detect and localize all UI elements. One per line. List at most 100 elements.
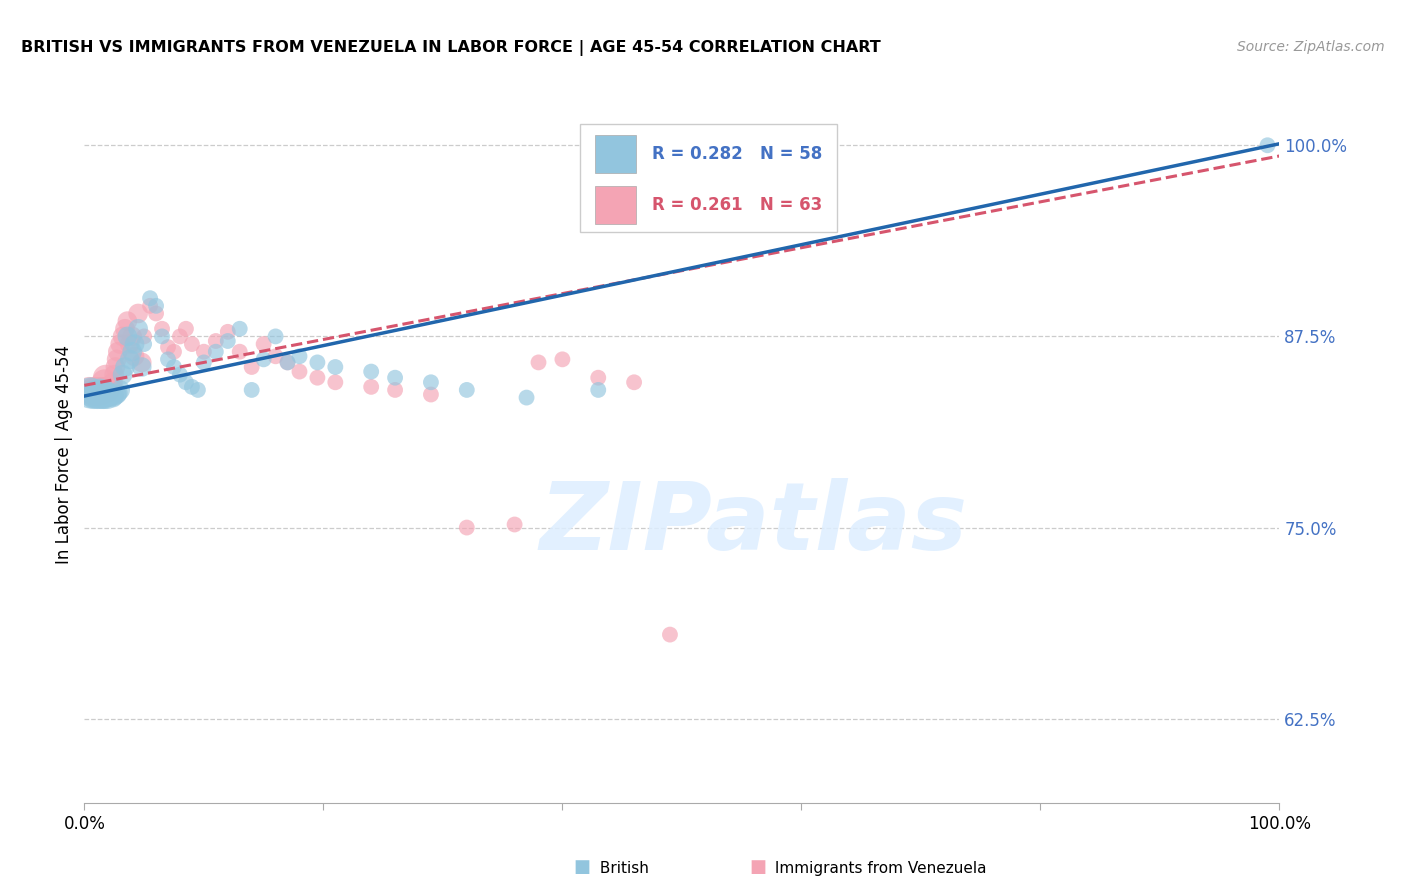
Point bbox=[83, 389, 105, 403]
Point bbox=[93, 386, 115, 401]
Text: Source: ZipAtlas.com: Source: ZipAtlas.com bbox=[1237, 40, 1385, 54]
Point bbox=[82, 386, 104, 401]
Point bbox=[105, 352, 128, 367]
Text: ■: ■ bbox=[574, 858, 591, 876]
Point bbox=[264, 349, 287, 363]
Point bbox=[77, 383, 100, 397]
Point bbox=[1257, 138, 1279, 153]
Point bbox=[253, 352, 276, 367]
Point bbox=[240, 383, 263, 397]
Point bbox=[94, 387, 117, 401]
Point bbox=[277, 355, 299, 369]
Point bbox=[86, 389, 108, 403]
Point bbox=[169, 368, 191, 382]
Point bbox=[105, 387, 128, 401]
Point bbox=[181, 380, 204, 394]
Point bbox=[420, 387, 443, 401]
Point bbox=[139, 291, 162, 305]
Point bbox=[90, 389, 112, 403]
Point bbox=[145, 299, 167, 313]
Text: R = 0.261   N = 63: R = 0.261 N = 63 bbox=[652, 196, 823, 214]
Point bbox=[93, 389, 115, 403]
Point bbox=[205, 344, 228, 359]
FancyBboxPatch shape bbox=[581, 124, 838, 232]
Point bbox=[117, 329, 139, 343]
Point bbox=[111, 368, 134, 382]
FancyBboxPatch shape bbox=[595, 135, 637, 173]
Point bbox=[551, 352, 574, 367]
Point bbox=[384, 383, 406, 397]
Point bbox=[96, 383, 118, 397]
Point bbox=[456, 383, 478, 397]
Point bbox=[139, 299, 162, 313]
Point bbox=[193, 344, 215, 359]
Point bbox=[217, 334, 239, 348]
Point bbox=[588, 383, 610, 397]
Point bbox=[187, 383, 209, 397]
Point bbox=[240, 359, 263, 374]
Text: ■: ■ bbox=[749, 858, 766, 876]
Point bbox=[503, 517, 526, 532]
Point bbox=[97, 386, 120, 401]
Point bbox=[307, 355, 329, 369]
Point bbox=[89, 386, 111, 401]
Text: R = 0.282   N = 58: R = 0.282 N = 58 bbox=[652, 145, 823, 163]
Point bbox=[82, 387, 104, 401]
Point bbox=[157, 340, 180, 354]
Y-axis label: In Labor Force | Age 45-54: In Labor Force | Age 45-54 bbox=[55, 345, 73, 565]
Point bbox=[89, 384, 111, 399]
Point bbox=[97, 384, 120, 399]
Point bbox=[277, 355, 299, 369]
Point bbox=[205, 334, 228, 348]
Point bbox=[360, 380, 382, 394]
Point bbox=[253, 337, 276, 351]
Point bbox=[101, 376, 124, 391]
Point bbox=[90, 383, 112, 397]
Point bbox=[87, 386, 110, 401]
Text: BRITISH VS IMMIGRANTS FROM VENEZUELA IN LABOR FORCE | AGE 45-54 CORRELATION CHAR: BRITISH VS IMMIGRANTS FROM VENEZUELA IN … bbox=[21, 40, 880, 56]
Point bbox=[79, 386, 101, 401]
Point bbox=[420, 376, 443, 390]
Point bbox=[93, 376, 115, 390]
Point bbox=[288, 349, 311, 363]
Point bbox=[114, 359, 136, 374]
Point bbox=[264, 329, 287, 343]
Point bbox=[101, 391, 124, 405]
Point bbox=[174, 376, 197, 390]
Point bbox=[623, 376, 645, 390]
Point bbox=[118, 337, 141, 351]
Point bbox=[174, 322, 197, 336]
Point bbox=[107, 386, 129, 401]
Point bbox=[101, 376, 124, 390]
Point bbox=[150, 329, 173, 343]
Point bbox=[83, 383, 105, 397]
Text: Immigrants from Venezuela: Immigrants from Venezuela bbox=[770, 861, 987, 876]
Point bbox=[516, 391, 538, 405]
Point bbox=[80, 384, 103, 399]
Point bbox=[217, 325, 239, 339]
Point bbox=[121, 344, 143, 359]
Point bbox=[86, 383, 108, 397]
Point bbox=[181, 337, 204, 351]
Point bbox=[84, 384, 107, 399]
Point bbox=[98, 387, 121, 401]
Point bbox=[110, 383, 132, 397]
Point bbox=[127, 306, 149, 320]
Point bbox=[307, 370, 329, 384]
Point bbox=[96, 389, 118, 403]
Point bbox=[103, 389, 125, 403]
Point bbox=[103, 368, 125, 382]
Point bbox=[100, 389, 122, 403]
Point bbox=[84, 386, 107, 401]
Point bbox=[86, 386, 108, 401]
Point bbox=[98, 380, 121, 394]
FancyBboxPatch shape bbox=[595, 186, 637, 225]
Point bbox=[157, 352, 180, 367]
Point bbox=[111, 329, 134, 343]
Point bbox=[93, 383, 115, 397]
Point bbox=[288, 365, 311, 379]
Point bbox=[325, 359, 347, 374]
Point bbox=[132, 329, 156, 343]
Point bbox=[588, 370, 610, 384]
Point bbox=[229, 322, 252, 336]
